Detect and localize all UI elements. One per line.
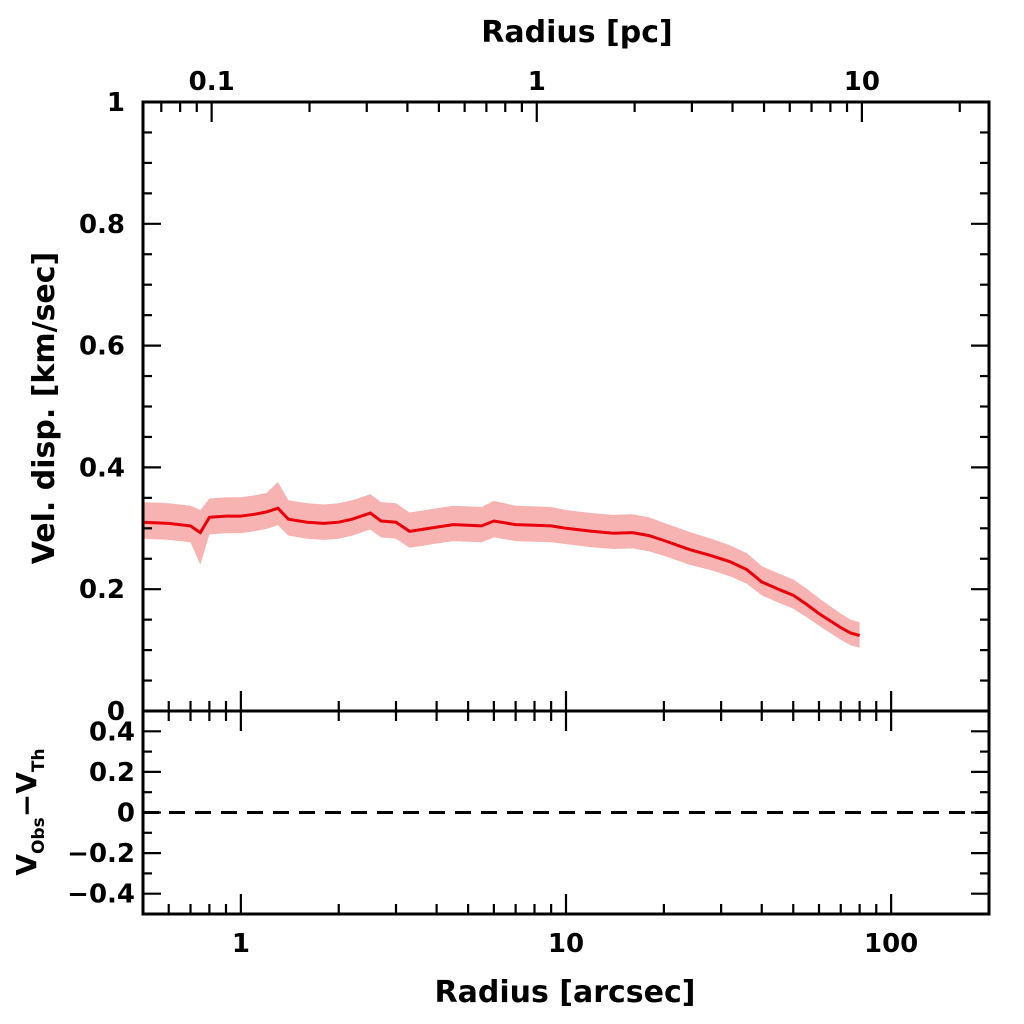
x-tick-label: 1 [232,929,250,959]
main-panel: 0 0.2 0.4 0.6 0.8 1 [79,88,991,727]
residual-panel: −0.4 −0.2 0 0.2 0.4 [67,709,991,916]
top-x-axis-title: Radius [pc] [481,15,672,50]
x-tick-label: 100 [864,929,918,959]
top-x-tick-label: 10 [844,67,880,97]
residual-ylabel-main: V [10,854,43,876]
y-tick-label: 0.8 [79,210,125,240]
residual-y-tick-label: 0.2 [89,758,135,788]
residual-ylabel-dash: −V [10,772,43,817]
residual-ylabel-sub2: Th [29,748,49,772]
top-axis: 0.1 1 10 [160,67,961,122]
top-x-tick-label: 0.1 [189,67,235,97]
x-tick-label: 10 [548,929,584,959]
series-line [143,506,860,637]
top-x-tick-label: 1 [528,67,546,97]
x-axis-title: Radius [arcsec] [435,975,696,1010]
y-tick-label: 0.4 [79,453,125,483]
y-tick-label: 0.2 [79,575,125,605]
residual-y-axis-title: VObs−VTh [10,748,49,875]
y-tick-label: 0 [107,697,125,727]
residual-y-tick-label: 0 [117,799,135,829]
residual-ylabel-sub1: Obs [29,817,49,854]
y-tick-label: 1 [107,88,125,118]
main-plot-frame [141,100,991,713]
error-band [143,482,860,648]
residual-y-tick-label: −0.4 [67,880,135,910]
residual-y-tick-label: 0.4 [89,717,135,747]
y-tick-label: 0.6 [79,332,125,362]
bottom-axis: 1 10 100 [141,691,991,959]
residual-y-tick-label: −0.2 [67,839,135,869]
main-y-axis-title: Vel. disp. [km/sec] [27,252,62,565]
